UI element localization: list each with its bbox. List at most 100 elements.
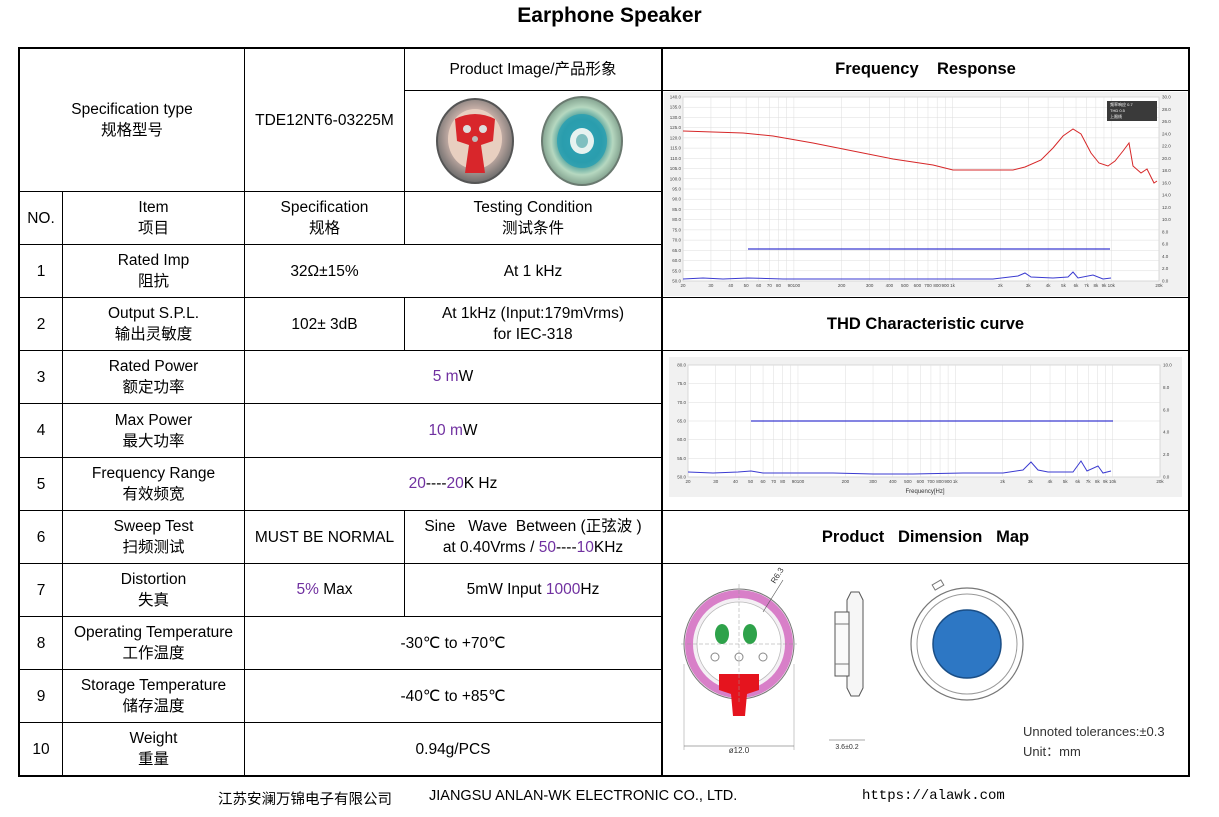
row-item: Operating Temperature 工作温度 xyxy=(73,624,234,662)
freq-response-title: Frequency Response xyxy=(835,60,1016,78)
y2-tick-label: 4.0 xyxy=(1162,254,1169,259)
x-tick-label: 900 xyxy=(942,283,950,288)
y-tick-label: 100.0 xyxy=(670,176,682,181)
footer-url[interactable]: https://alawk.com xyxy=(862,788,1005,804)
x-tick-label: 600 xyxy=(914,283,922,288)
x-tick-label: 600 xyxy=(917,479,925,484)
x-tick-label: 20 xyxy=(685,479,691,484)
row-spec: MUST BE NORMAL xyxy=(254,528,395,546)
y-tick-label: 65.0 xyxy=(672,248,681,253)
x-tick-label: 6k xyxy=(1075,479,1081,484)
y2-tick-label: 6.0 xyxy=(1162,242,1169,247)
header-no: NO. xyxy=(27,209,55,227)
x-tick-label: 6k xyxy=(1074,283,1080,288)
thickness-label: 3.6±0.2 xyxy=(835,744,858,751)
row-value: 0.94g/PCS xyxy=(415,740,491,758)
footer-company-en: JIANGSU ANLAN-WK ELECTRONIC CO., LTD. xyxy=(429,788,738,804)
row-no: 7 xyxy=(36,581,46,599)
x-axis-label: Frequency[Hz] xyxy=(905,489,944,495)
header-spec: Specification 规格 xyxy=(280,199,369,237)
thd-title: THD Characteristic curve xyxy=(826,314,1025,333)
y-tick-label: 65.0 xyxy=(677,419,686,424)
x-tick-label: 40 xyxy=(728,283,734,288)
y2-tick-label: 24.0 xyxy=(1162,131,1171,136)
x-tick-label: 900 xyxy=(944,479,952,484)
y-tick-label: 110.0 xyxy=(670,156,681,161)
x-tick-label: 20k xyxy=(1155,283,1163,288)
tolerance-note: Unnoted tolerances:±0.3 xyxy=(1023,724,1165,739)
row-no: 2 xyxy=(36,315,46,333)
y2-tick-label: 12.0 xyxy=(1162,205,1171,210)
front-view-drawing: R6.3 ø12.0 xyxy=(681,565,797,755)
freq-response-chart: 140.0 135.0 130.0 125.0 120.0 115.0 110.0 105.0… xyxy=(663,91,1188,297)
thd-series-line xyxy=(687,460,1112,475)
y2-tick-label: 18.0 xyxy=(1162,168,1171,173)
row-condition: At 1kHz (Input:179mVrms) for IEC-318 xyxy=(441,305,625,343)
row-item: Output S.P.L. 输出灵敏度 xyxy=(107,305,200,343)
x-tick-label: 300 xyxy=(866,283,874,288)
x-tick-label: 50 xyxy=(748,479,754,484)
row-item: Weight 重量 xyxy=(129,730,178,768)
row-no: 3 xyxy=(36,368,46,386)
row-no: 9 xyxy=(36,687,46,705)
x-tick-label: 200 xyxy=(842,479,850,484)
x-tick-label: 1k xyxy=(950,283,956,288)
y2-tick-label: 30.0 xyxy=(1162,95,1171,100)
y2-tick-label: 8.0 xyxy=(1163,385,1170,390)
y-tick-label: 70.0 xyxy=(672,238,681,243)
header-condition: Testing Condition 测试条件 xyxy=(473,199,593,237)
row-condition: At 1 kHz xyxy=(503,262,563,280)
row-no: 4 xyxy=(36,422,46,439)
x-tick-label: 60 xyxy=(756,283,762,288)
x-tick-label: 700 xyxy=(927,479,935,484)
y-tick-label: 90.0 xyxy=(672,197,681,202)
x-tick-label: 4k xyxy=(1048,479,1054,484)
y-tick-label: 70.0 xyxy=(677,400,686,405)
y2-tick-label: 26.0 xyxy=(1162,119,1171,124)
x-tick-label: 80 xyxy=(776,283,782,288)
x-tick-label: 500 xyxy=(901,283,909,288)
x-tick-label: 2k xyxy=(998,283,1004,288)
y2-tick-label: 2.0 xyxy=(1162,266,1169,271)
x-tick-label: 30 xyxy=(713,479,719,484)
y-tick-label: 105.0 xyxy=(670,166,682,171)
row-value: 10 mW xyxy=(428,422,478,439)
header-item: Item 项目 xyxy=(137,199,169,237)
row-no: 5 xyxy=(36,475,46,493)
y2-tick-label: 20.0 xyxy=(1162,156,1171,161)
page-title: Earphone Speaker xyxy=(517,4,702,27)
spec-type-label: Specification type 规格型号 xyxy=(71,101,193,139)
x-tick-label: 9k xyxy=(1102,283,1108,288)
y-tick-label: 55.0 xyxy=(677,456,686,461)
side-view-drawing: 3.6±0.2 xyxy=(829,591,865,751)
x-tick-label: 5k xyxy=(1061,283,1067,288)
x-tick-label: 10k xyxy=(1108,283,1116,288)
row-item: Max Power 最大功率 xyxy=(114,411,193,450)
fr-series-line xyxy=(682,128,1158,184)
x-tick-label: 50 xyxy=(744,283,750,288)
row-condition: 5mW Input 1000Hz xyxy=(466,581,600,598)
x-tick-label: 300 xyxy=(869,479,877,484)
y-tick-label: 50.0 xyxy=(672,279,681,284)
y2-tick-label: 0.0 xyxy=(1162,279,1169,284)
dimension-map: R6.3 ø12.0 3.6±0.2 Unnoted tolerances:±0… xyxy=(663,564,1188,775)
x-tick-label: 5k xyxy=(1063,479,1069,484)
x-tick-label: 8k xyxy=(1095,479,1101,484)
x-tick-label: 30 xyxy=(708,283,714,288)
x-tick-label: 8k xyxy=(1093,283,1099,288)
diameter-label: ø12.0 xyxy=(729,746,750,755)
row-item: Sweep Test 扫频测试 xyxy=(113,518,194,556)
radius-label: R6.3 xyxy=(769,565,786,585)
y-tick-label: 75.0 xyxy=(677,381,686,386)
row-value: -40℃ to +85℃ xyxy=(400,687,506,705)
x-tick-label: 90100 xyxy=(788,283,801,288)
y-tick-label: 115.0 xyxy=(670,146,681,151)
y-tick-label: 80.0 xyxy=(677,363,686,368)
row-item: Rated Imp 阻抗 xyxy=(117,252,190,290)
y2-tick-label: 2.0 xyxy=(1163,452,1170,457)
row-item: Distortion 失真 xyxy=(120,571,187,609)
legend-item: 上限线 xyxy=(1110,113,1122,119)
y-tick-label: 50.0 xyxy=(677,475,686,480)
row-no: 8 xyxy=(36,634,46,652)
product-image xyxy=(405,91,661,191)
